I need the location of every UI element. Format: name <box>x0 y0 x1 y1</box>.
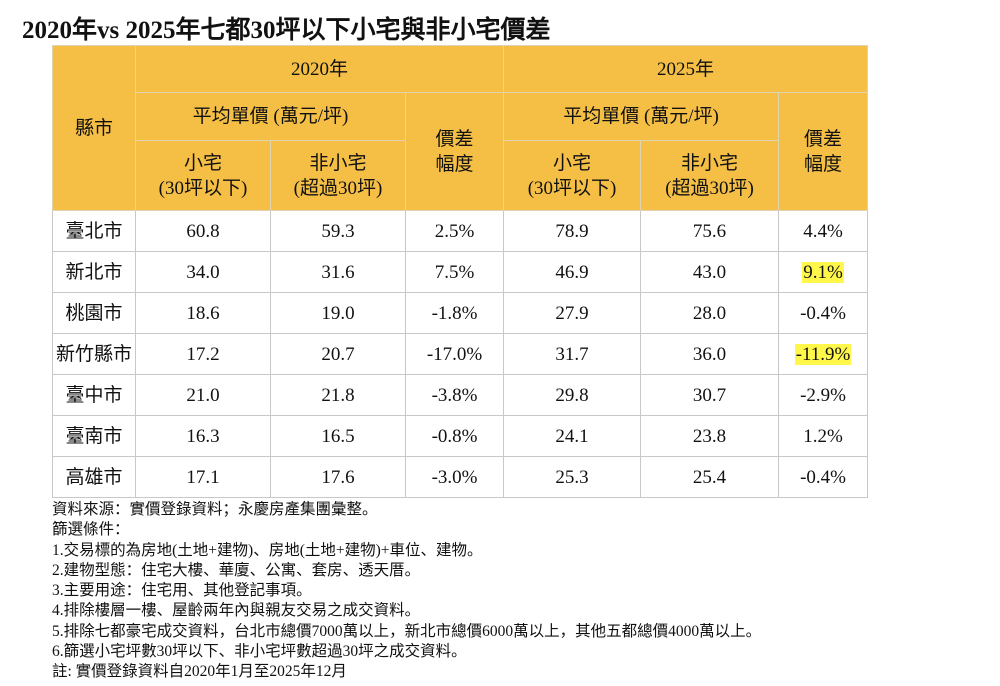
cell-d2020: -17.0% <box>404 333 505 375</box>
cell-n2020: 19.0 <box>270 292 406 334</box>
cell-d2020: 2.5% <box>404 210 505 252</box>
cell-s2025: 27.9 <box>503 292 642 334</box>
cell-d2025: 4.4% <box>778 210 869 252</box>
cell-d2025: -0.4% <box>778 292 869 334</box>
table-row: 臺北市 60.8 59.3 2.5% 78.9 75.6 4.4% <box>52 210 869 252</box>
cell-s2025: 78.9 <box>503 210 642 252</box>
header-city: 縣市 <box>52 45 136 211</box>
table-row: 臺南市 16.3 16.5 -0.8% 24.1 23.8 1.2% <box>52 415 869 457</box>
cell-s2025: 29.8 <box>503 374 642 416</box>
cell-n2020: 20.7 <box>270 333 406 375</box>
cell-n2025: 28.0 <box>640 292 780 334</box>
table-title: 2020年vs 2025年七都30坪以下小宅與非小宅價差 <box>22 17 551 44</box>
price-gap-table: 縣市 2020年 2025年 平均單價 (萬元/坪) 價差 幅度 平均單價 (萬元… <box>52 45 869 498</box>
note-line: 6.篩選小宅坪數30坪以下、非小宅坪數超過30坪之成交資料。 <box>52 643 467 661</box>
cell-d2020: -0.8% <box>404 415 505 457</box>
cell-s2020: 34.0 <box>135 251 271 293</box>
cell-n2020: 16.5 <box>270 415 406 457</box>
table-row: 新北市 34.0 31.6 7.5% 46.9 43.0 9.1% <box>52 251 869 293</box>
cell-n2020: 21.8 <box>270 374 406 416</box>
cell-n2020: 31.6 <box>270 251 406 293</box>
cell-n2025: 25.4 <box>640 456 780 498</box>
cell-city: 新北市 <box>52 251 136 293</box>
header-diff-2025: 價差 幅度 <box>778 92 869 211</box>
cell-n2020: 17.6 <box>270 456 406 498</box>
cell-s2025: 24.1 <box>503 415 642 457</box>
cell-city: 臺中市 <box>52 374 136 416</box>
highlighted-value: -11.9% <box>794 343 852 365</box>
table-row: 新竹縣市 17.2 20.7 -17.0% 31.7 36.0 -11.9% <box>52 333 869 375</box>
header-small-2025: 小宅 (30坪以下) <box>503 140 642 211</box>
note-line: 篩選條件： <box>52 521 130 539</box>
cell-n2025: 23.8 <box>640 415 780 457</box>
cell-s2020: 17.1 <box>135 456 271 498</box>
note-line: 2.建物型態：住宅大樓、華廈、公寓、套房、透天厝。 <box>52 561 421 579</box>
cell-n2025: 75.6 <box>640 210 780 252</box>
header-small-2020: 小宅 (30坪以下) <box>135 140 271 211</box>
header-2020: 2020年 <box>134 45 505 93</box>
cell-d2025: 9.1% <box>778 251 869 293</box>
highlighted-value: 9.1% <box>802 261 844 283</box>
notes: 資料來源：實價登錄資料；永慶房產集團彙整。 篩選條件： 1.交易標的為房地(土地+建… <box>52 500 761 683</box>
note-line: 4.排除樓層一樓、屋齡兩年內與親友交易之成交資料。 <box>52 602 421 620</box>
cell-d2020: -1.8% <box>404 292 505 334</box>
note-line: 5.排除七都豪宅成交資料，台北市總價7000萬以上，新北市總價6000萬以上，其… <box>52 622 762 640</box>
cell-n2025: 43.0 <box>640 251 780 293</box>
cell-n2020: 59.3 <box>270 210 406 252</box>
note-line: 註: 實價登錄資料自2020年1月至2025年12月 <box>52 663 347 681</box>
header-nonsmall-2020: 非小宅 (超過30坪) <box>270 140 406 211</box>
cell-d2020: -3.0% <box>404 456 505 498</box>
header-diff-2020: 價差 幅度 <box>404 92 505 211</box>
cell-s2020: 60.8 <box>135 210 271 252</box>
cell-d2025: 1.2% <box>778 415 869 457</box>
cell-s2020: 16.3 <box>135 415 271 457</box>
cell-n2025: 36.0 <box>640 333 780 375</box>
cell-d2020: -3.8% <box>404 374 505 416</box>
note-line: 3.主要用途：住宅用、其他登記事項。 <box>52 582 312 600</box>
cell-s2020: 21.0 <box>135 374 271 416</box>
cell-d2025: -2.9% <box>778 374 869 416</box>
cell-city: 高雄市 <box>52 456 136 498</box>
header-avg-price-2020: 平均單價 (萬元/坪) <box>135 92 406 141</box>
cell-s2025: 46.9 <box>503 251 642 293</box>
note-line: 1.交易標的為房地(土地+建物)、房地(土地+建物)+車位、建物。 <box>52 541 483 559</box>
cell-s2025: 25.3 <box>503 456 642 498</box>
table-row: 桃園市 18.6 19.0 -1.8% 27.9 28.0 -0.4% <box>52 292 869 334</box>
cell-city: 桃園市 <box>52 292 136 334</box>
cell-d2025: -11.9% <box>778 333 869 375</box>
cell-s2025: 31.7 <box>503 333 642 375</box>
cell-city: 臺南市 <box>52 415 136 457</box>
header-2025: 2025年 <box>503 45 869 93</box>
header-nonsmall-2025: 非小宅 (超過30坪) <box>640 140 780 211</box>
cell-s2020: 18.6 <box>135 292 271 334</box>
cell-n2025: 30.7 <box>640 374 780 416</box>
note-line: 資料來源：實價登錄資料；永慶房產集團彙整。 <box>52 501 378 518</box>
header-avg-price-2025: 平均單價 (萬元/坪) <box>503 92 780 141</box>
cell-city: 臺北市 <box>52 210 136 252</box>
cell-d2020: 7.5% <box>404 251 505 293</box>
table-row: 臺中市 21.0 21.8 -3.8% 29.8 30.7 -2.9% <box>52 374 869 416</box>
cell-s2020: 17.2 <box>135 333 271 375</box>
table-row: 高雄市 17.1 17.6 -3.0% 25.3 25.4 -0.4% <box>52 456 869 498</box>
cell-d2025: -0.4% <box>778 456 869 498</box>
cell-city: 新竹縣市 <box>52 333 136 375</box>
